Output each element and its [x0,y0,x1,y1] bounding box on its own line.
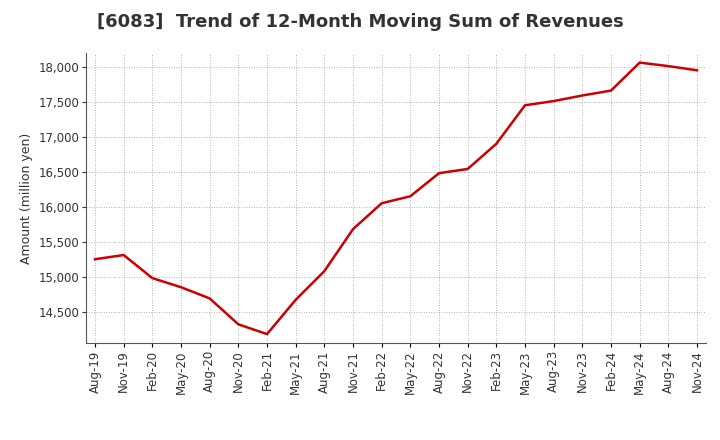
Y-axis label: Amount (million yen): Amount (million yen) [20,132,33,264]
Text: [6083]  Trend of 12-Month Moving Sum of Revenues: [6083] Trend of 12-Month Moving Sum of R… [96,13,624,31]
